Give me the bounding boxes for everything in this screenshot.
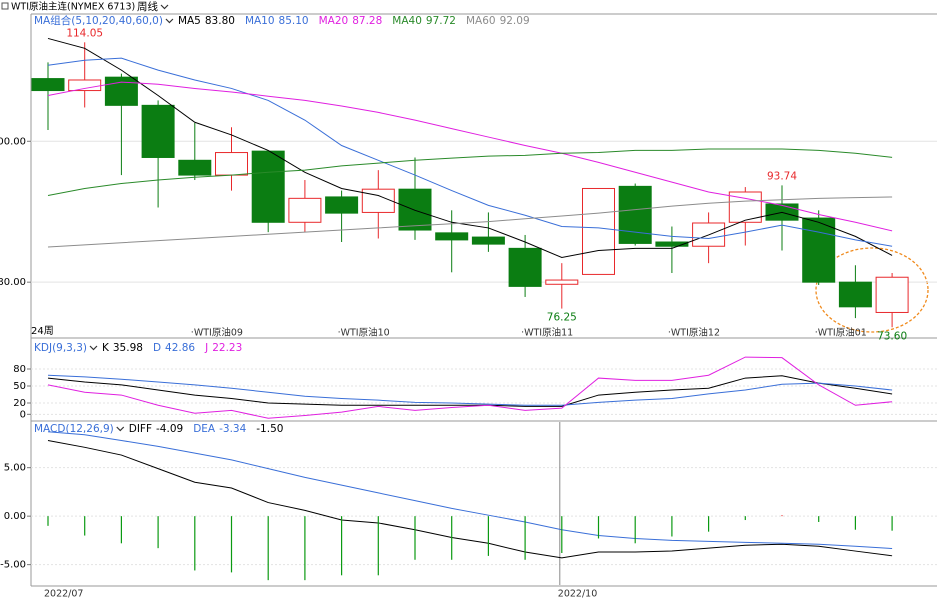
x-tick-label: ·WTI原油11 xyxy=(521,327,573,339)
legend-value: 42.86 xyxy=(165,342,195,354)
x-tick-label: ·WTI原油01 xyxy=(815,327,867,339)
legend-value: 87.28 xyxy=(352,15,382,27)
y-tick-label: 50 xyxy=(13,381,26,392)
legend-value: -3.34 xyxy=(219,423,246,435)
legend-value: 85.10 xyxy=(279,15,309,27)
candle-body xyxy=(545,279,579,285)
candle-body xyxy=(838,281,872,308)
x-tick-label: ·WTI原油12 xyxy=(668,327,720,339)
series-line xyxy=(47,196,893,248)
candle-body xyxy=(288,197,322,223)
legend-label: MA10 xyxy=(245,15,275,27)
candle-body xyxy=(655,241,689,247)
legend-label: MA60 xyxy=(466,15,496,27)
legend-value: -1.50 xyxy=(256,423,283,435)
y-tick-label: 100.00 xyxy=(0,136,26,147)
x-tick-label: 2022/07 xyxy=(44,589,83,600)
y-tick-label: 0.00 xyxy=(4,511,26,522)
period-count: 24周 xyxy=(31,325,54,337)
legend-value: 97.72 xyxy=(426,15,456,27)
series-line xyxy=(47,431,893,550)
dropdown-icon xyxy=(116,426,125,432)
legend-label: MA20 xyxy=(319,15,349,27)
candle-body xyxy=(802,217,836,283)
candle-body xyxy=(68,79,102,92)
legend-label: DIFF xyxy=(129,423,152,435)
legend-label: J xyxy=(204,342,208,354)
candle-body xyxy=(325,196,359,214)
legend-value: -4.09 xyxy=(156,423,183,435)
series-line xyxy=(47,440,893,559)
dropdown-icon xyxy=(89,345,98,351)
legend-label: D xyxy=(153,342,161,354)
y-tick-label: 80.00 xyxy=(0,277,26,288)
candle-body xyxy=(31,78,65,92)
candle-body xyxy=(361,188,395,213)
price-annotation: 114.05 xyxy=(66,27,103,39)
candle-body xyxy=(215,152,248,176)
series-line xyxy=(47,375,893,407)
legend-label: K xyxy=(102,342,110,354)
candle-body xyxy=(875,276,909,313)
legend-value: 83.80 xyxy=(205,15,235,27)
price-annotation: 73.60 xyxy=(877,330,907,342)
y-tick-label: 80 xyxy=(13,364,26,375)
dropdown-icon xyxy=(165,18,174,24)
candle-body xyxy=(582,187,615,275)
instrument-title: WTI原油主连(NYMEX 6713) xyxy=(11,1,135,13)
series-line xyxy=(47,148,893,197)
series-line xyxy=(47,356,893,419)
legend-title: MA组合(5,10,20,40,60,0) xyxy=(34,14,163,27)
legend-label: DEA xyxy=(193,423,216,435)
y-tick-label: -5.00 xyxy=(0,560,26,571)
price-annotation: 93.74 xyxy=(767,170,797,182)
legend-title: KDJ(9,3,3) xyxy=(34,342,87,354)
price-annotation: 76.25 xyxy=(547,312,577,324)
y-tick-label: 0 xyxy=(20,409,26,420)
legend-title: MACD(12,26,9) xyxy=(34,423,114,435)
candle-body xyxy=(618,185,652,244)
candle-body xyxy=(251,150,285,223)
legend-value: 92.09 xyxy=(500,15,530,27)
candle-body xyxy=(435,232,469,241)
dropdown-icon[interactable] xyxy=(160,4,169,10)
x-tick-label: ·WTI原油10 xyxy=(338,327,390,339)
candle-body xyxy=(178,159,212,176)
y-tick-label: 20 xyxy=(13,398,26,409)
candle-body xyxy=(508,247,542,287)
legend-value: 35.98 xyxy=(113,342,143,354)
candle-body xyxy=(728,191,762,223)
x-tick-label: ·WTI原油09 xyxy=(191,327,243,339)
highlight-circle xyxy=(815,247,929,333)
candle-body xyxy=(398,188,432,231)
series-line xyxy=(47,37,893,259)
x-tick-label: 2022/10 xyxy=(558,589,597,600)
series-line xyxy=(47,57,893,247)
candle-body xyxy=(471,236,505,245)
series-line xyxy=(47,81,893,232)
legend-value: 22.23 xyxy=(212,342,242,354)
y-tick-label: 5.00 xyxy=(4,463,26,474)
legend-label: MA5 xyxy=(178,15,201,27)
series-line xyxy=(47,374,893,406)
legend-label: MA40 xyxy=(392,15,422,27)
window-icon xyxy=(1,2,9,10)
candle-body xyxy=(104,76,138,106)
candle-body xyxy=(141,104,175,158)
period-selector[interactable]: 周线 xyxy=(137,0,158,13)
